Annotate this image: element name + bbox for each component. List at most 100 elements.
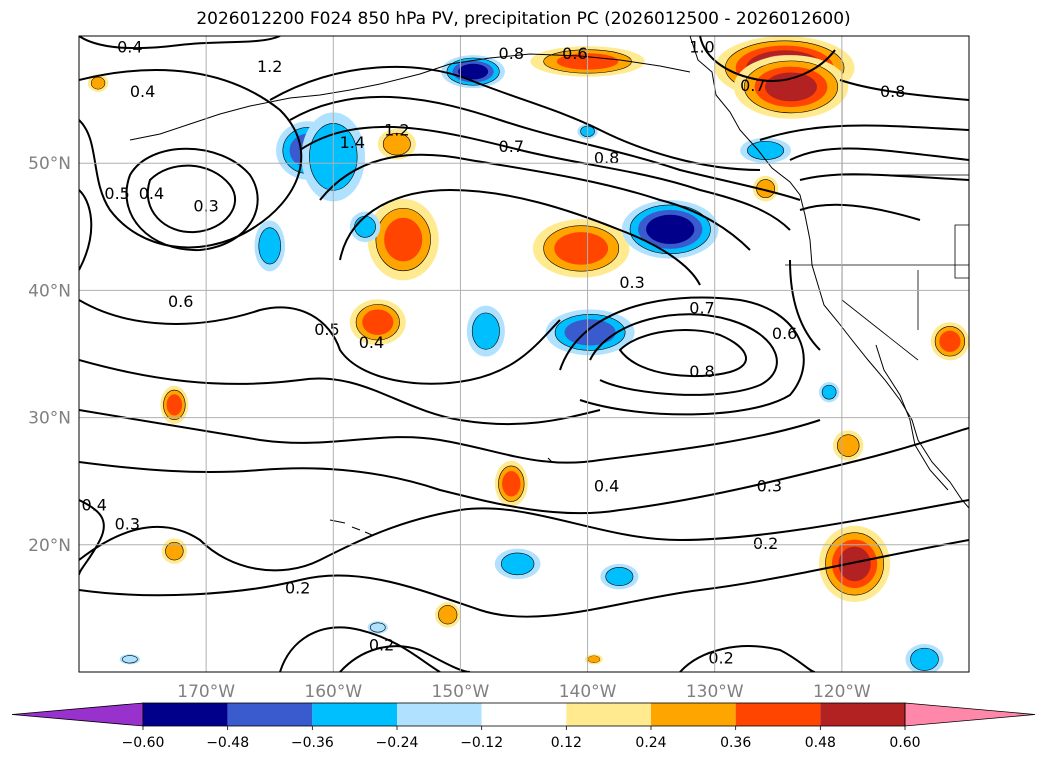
contour-label: 0.8 — [499, 44, 524, 63]
precip-level — [557, 234, 605, 263]
pv-contour — [299, 125, 791, 231]
precip-level — [913, 650, 936, 668]
negative-precip-anomaly — [818, 381, 840, 403]
positive-precip-anomaly — [494, 460, 528, 507]
precip-level — [839, 436, 857, 455]
colorbar-box — [735, 703, 821, 726]
colorbar-box — [227, 703, 313, 726]
contour-label: 0.4 — [359, 333, 384, 352]
positive-precip-anomaly — [818, 525, 891, 603]
pv-contour — [339, 645, 471, 672]
lon-tick-label: 170°W — [177, 682, 235, 702]
colorbar-box — [312, 703, 397, 726]
negative-precip-anomaly — [254, 220, 285, 272]
contour-label: 0.8 — [880, 82, 905, 101]
pv-contour — [146, 164, 236, 234]
precip-level — [940, 332, 960, 351]
pv-contour — [759, 124, 969, 141]
lon-tick-label: 140°W — [559, 682, 617, 702]
colorbar-extend-min — [11, 702, 144, 727]
colorbar-box — [397, 703, 482, 726]
figure-title: 2026012200 F024 850 hPa PV, precipitatio… — [196, 9, 851, 29]
hawaii-islands — [329, 457, 553, 536]
contour-label: 0.8 — [594, 148, 619, 167]
contour-label: 0.7 — [689, 298, 714, 317]
plot-frame — [78, 35, 970, 673]
precip-level — [503, 472, 520, 495]
positive-precip-anomaly — [585, 654, 603, 665]
contour-label: 0.6 — [168, 292, 193, 311]
colorbar-tick-label: 0.24 — [635, 735, 666, 751]
precip-level — [839, 547, 870, 581]
pv-contour — [839, 79, 969, 101]
colorbar-extend-max — [904, 702, 1036, 727]
precip-level — [569, 321, 611, 344]
colorbar-box — [566, 703, 651, 726]
pv-contour — [289, 95, 801, 201]
colorbar-tick-label: 0.60 — [889, 735, 920, 751]
baja-coastline — [875, 344, 949, 491]
positive-precip-anomaly — [532, 219, 630, 278]
contour-label: 0.4 — [130, 82, 155, 101]
pv-contour — [789, 147, 969, 161]
lat-lon-grid — [79, 36, 969, 672]
pv-contour — [79, 189, 93, 271]
precip-level — [588, 655, 600, 663]
negative-precip-anomaly — [600, 563, 639, 590]
positive-precip-anomaly — [87, 74, 109, 92]
negative-precip-anomaly — [740, 137, 791, 164]
precip-level — [166, 543, 182, 559]
aleutian-islands — [129, 83, 381, 141]
contour-label: 0.3 — [115, 515, 140, 534]
positive-precip-anomaly — [349, 299, 406, 346]
colorbar-box — [481, 703, 567, 726]
colorbar-tick-label: 0.48 — [805, 735, 836, 751]
alaska-coastline — [379, 53, 691, 85]
contour-label: 0.3 — [619, 273, 644, 292]
pv-contour-layer — [79, 36, 969, 672]
colorbar-tick-label: 0.12 — [551, 735, 582, 751]
precip-level — [167, 395, 182, 415]
pv-contour — [269, 65, 761, 171]
precip-level — [364, 311, 392, 334]
contour-label: 0.4 — [594, 477, 619, 496]
positive-precip-anomaly — [367, 198, 439, 281]
lon-tick-label: 130°W — [686, 682, 744, 702]
pv-contour — [799, 173, 969, 181]
precip-level — [122, 655, 138, 664]
precip-level — [459, 64, 487, 79]
negative-precip-anomaly — [494, 548, 541, 580]
lon-tick-label: 160°W — [304, 682, 362, 702]
pv-contour — [79, 36, 281, 50]
positive-precip-anomaly — [930, 322, 969, 361]
precip-level — [260, 231, 279, 261]
colorbar: −0.60 −0.48 −0.36 −0.24 −0.12 0.12 0.24 0.36 0.4… — [11, 702, 1036, 751]
positive-precip-anomaly — [377, 128, 416, 160]
north-america-coastline — [689, 36, 969, 509]
lat-tick-label: 50°N — [28, 154, 71, 174]
precip-level — [608, 569, 631, 584]
precip-level — [91, 77, 105, 89]
negative-precip-anomaly — [367, 621, 388, 634]
lat-tick-label: 30°N — [28, 409, 71, 429]
precip-level — [385, 219, 421, 260]
precip-level — [369, 622, 386, 633]
pv-contour — [279, 626, 441, 672]
colorbar-box — [143, 703, 228, 726]
precip-level — [822, 385, 836, 399]
lat-tick-label: 40°N — [28, 281, 71, 301]
contour-label: 0.4 — [117, 38, 142, 57]
longitude-tick-labels: 170°W 160°W 150°W 140°W 130°W 120°W — [177, 682, 871, 702]
negative-precip-anomaly — [905, 644, 944, 672]
contour-label: 0.4 — [139, 184, 164, 203]
precipitation-shading-layer — [87, 36, 969, 672]
pv-contour — [79, 409, 821, 464]
pv-contour — [79, 427, 969, 515]
pv-contour — [589, 313, 778, 396]
precip-level — [750, 143, 781, 158]
coastline-layer — [129, 36, 969, 536]
pv-contour — [679, 645, 816, 672]
contour-label: 0.2 — [369, 636, 394, 655]
pv-contour — [125, 147, 259, 252]
negative-precip-anomaly — [545, 309, 635, 356]
